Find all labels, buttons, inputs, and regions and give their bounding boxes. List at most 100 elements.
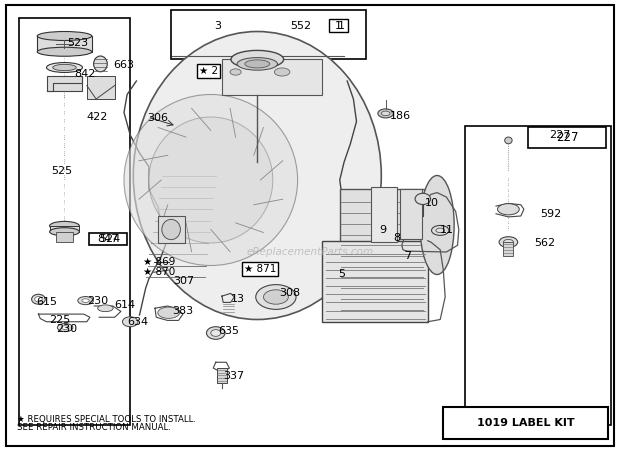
Bar xyxy=(528,127,606,148)
Ellipse shape xyxy=(255,285,296,310)
Text: eReplacementParts.com: eReplacementParts.com xyxy=(246,247,374,257)
Text: 562: 562 xyxy=(534,238,556,248)
Text: 615: 615 xyxy=(36,297,57,307)
Ellipse shape xyxy=(381,111,390,116)
Ellipse shape xyxy=(237,58,278,70)
Text: 842: 842 xyxy=(74,69,95,79)
Ellipse shape xyxy=(499,237,518,248)
Bar xyxy=(50,226,79,232)
Ellipse shape xyxy=(94,56,107,72)
Ellipse shape xyxy=(420,176,454,274)
Bar xyxy=(465,126,611,425)
Text: 13: 13 xyxy=(231,294,245,304)
Text: 11: 11 xyxy=(440,225,454,235)
Ellipse shape xyxy=(78,297,93,305)
Text: 306: 306 xyxy=(148,113,169,123)
Ellipse shape xyxy=(50,228,79,236)
Text: 186: 186 xyxy=(389,111,410,121)
Ellipse shape xyxy=(57,324,73,332)
Ellipse shape xyxy=(230,69,241,75)
Ellipse shape xyxy=(35,297,42,302)
Text: 307: 307 xyxy=(174,276,195,286)
Text: 663: 663 xyxy=(113,60,134,70)
Bar xyxy=(170,10,366,59)
Text: 225: 225 xyxy=(50,315,71,325)
Text: 1: 1 xyxy=(338,21,345,31)
Text: 230: 230 xyxy=(87,296,108,306)
Ellipse shape xyxy=(505,137,512,144)
Bar xyxy=(19,18,130,425)
Text: 227: 227 xyxy=(556,131,578,144)
Text: 634: 634 xyxy=(127,317,148,327)
Ellipse shape xyxy=(264,290,288,304)
Ellipse shape xyxy=(497,203,520,215)
Bar xyxy=(158,216,185,243)
Text: ★ 869: ★ 869 xyxy=(143,257,175,267)
Text: 635: 635 xyxy=(218,326,239,336)
Ellipse shape xyxy=(206,327,225,339)
Ellipse shape xyxy=(149,117,273,243)
Ellipse shape xyxy=(275,68,290,76)
Ellipse shape xyxy=(432,225,449,235)
Bar xyxy=(443,407,608,439)
Text: 1019 LABEL KIT: 1019 LABEL KIT xyxy=(477,418,574,428)
Ellipse shape xyxy=(158,307,180,319)
Bar xyxy=(329,19,348,32)
Ellipse shape xyxy=(98,305,113,311)
Text: ★ REQUIRES SPECIAL TOOLS TO INSTALL.: ★ REQUIRES SPECIAL TOOLS TO INSTALL. xyxy=(17,415,197,424)
Text: 422: 422 xyxy=(87,112,108,122)
Text: 5: 5 xyxy=(338,269,345,279)
Bar xyxy=(46,76,82,91)
Text: 552: 552 xyxy=(290,21,311,31)
Text: 337: 337 xyxy=(223,371,244,381)
Text: 614: 614 xyxy=(115,300,136,310)
Bar xyxy=(87,76,115,99)
Bar xyxy=(503,242,513,256)
Text: ★ 2: ★ 2 xyxy=(199,66,218,76)
Ellipse shape xyxy=(162,220,180,239)
Ellipse shape xyxy=(32,294,45,304)
Ellipse shape xyxy=(503,239,513,245)
Ellipse shape xyxy=(415,194,430,204)
Ellipse shape xyxy=(122,317,138,327)
Text: ★ 871: ★ 871 xyxy=(244,264,277,274)
Text: 227: 227 xyxy=(549,130,570,140)
Ellipse shape xyxy=(46,63,82,72)
Ellipse shape xyxy=(211,329,221,337)
Ellipse shape xyxy=(378,109,393,118)
Ellipse shape xyxy=(133,32,381,319)
Ellipse shape xyxy=(124,94,298,266)
Text: ★ 870: ★ 870 xyxy=(143,267,175,277)
Bar xyxy=(322,241,428,322)
Text: 847: 847 xyxy=(97,234,118,244)
Bar xyxy=(37,36,92,52)
Text: 7: 7 xyxy=(404,251,411,261)
Text: 1: 1 xyxy=(335,21,342,31)
Bar xyxy=(89,233,127,245)
Ellipse shape xyxy=(436,228,445,233)
Ellipse shape xyxy=(37,47,92,56)
Ellipse shape xyxy=(82,299,89,302)
Bar xyxy=(371,187,397,242)
Text: 524: 524 xyxy=(99,234,120,244)
Ellipse shape xyxy=(61,326,69,329)
Text: 523: 523 xyxy=(67,38,88,48)
Ellipse shape xyxy=(37,32,92,40)
Text: 525: 525 xyxy=(51,166,72,176)
Ellipse shape xyxy=(50,221,79,230)
Ellipse shape xyxy=(53,64,76,71)
Ellipse shape xyxy=(231,50,284,68)
Text: 3: 3 xyxy=(214,21,221,31)
Text: 592: 592 xyxy=(541,209,562,219)
Text: SEE REPAIR INSTRUCTION MANUAL.: SEE REPAIR INSTRUCTION MANUAL. xyxy=(17,423,171,432)
Text: 230: 230 xyxy=(56,324,77,333)
Text: 8: 8 xyxy=(394,233,401,243)
Text: 9: 9 xyxy=(379,225,386,235)
Bar xyxy=(217,368,227,382)
Bar xyxy=(56,232,73,242)
Text: 308: 308 xyxy=(279,288,300,298)
Text: 383: 383 xyxy=(172,306,193,315)
Text: 10: 10 xyxy=(425,198,439,208)
Bar xyxy=(222,58,322,94)
Bar xyxy=(400,189,422,239)
